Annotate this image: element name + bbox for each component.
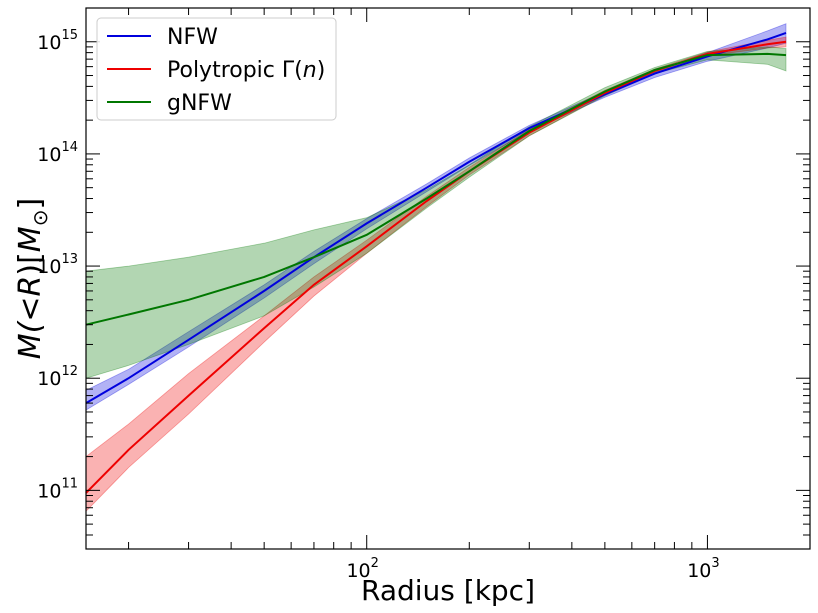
legend: NFW Polytropic Γ(n) gNFW xyxy=(96,17,337,121)
tick-labels: 102 103 1011 1012 1013 1014 1015 xyxy=(37,28,719,582)
y-tick-label: 1011 xyxy=(37,476,78,502)
y-tick-label: 1013 xyxy=(37,252,78,278)
x-tick-label: 103 xyxy=(687,556,719,582)
y-tick-label: 1014 xyxy=(37,140,78,166)
y-tick-label: 1012 xyxy=(37,364,78,390)
x-tick-label: 102 xyxy=(346,556,378,582)
x-axis-title: Radius [kpc] xyxy=(361,574,535,607)
legend-label-2: gNFW xyxy=(167,91,232,116)
legend-label-0: NFW xyxy=(167,25,218,50)
band-0 xyxy=(85,23,787,411)
band-2 xyxy=(85,46,787,379)
y-tick-label: 1015 xyxy=(37,28,78,54)
series-line-2 xyxy=(85,52,787,326)
legend-box xyxy=(96,17,337,121)
band-1 xyxy=(85,36,787,513)
plot-frame xyxy=(85,7,811,550)
confidence-bands xyxy=(85,23,787,513)
y-axis-title: M(<R)[M⊙] xyxy=(13,198,52,359)
series-line-0 xyxy=(85,31,787,404)
legend-label-1: Polytropic Γ(n) xyxy=(167,58,325,83)
series-lines xyxy=(85,31,787,494)
